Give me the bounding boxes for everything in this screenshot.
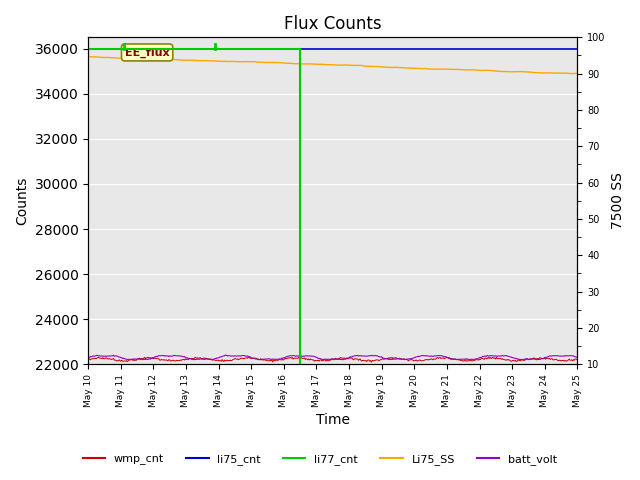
Legend: wmp_cnt, li75_cnt, li77_cnt, Li75_SS, batt_volt: wmp_cnt, li75_cnt, li77_cnt, Li75_SS, ba… (78, 450, 562, 469)
Y-axis label: Counts: Counts (15, 177, 29, 225)
Y-axis label: 7500 SS: 7500 SS (611, 172, 625, 229)
Title: Flux Counts: Flux Counts (284, 15, 381, 33)
X-axis label: Time: Time (316, 413, 349, 427)
Text: EE_flux: EE_flux (125, 48, 170, 58)
